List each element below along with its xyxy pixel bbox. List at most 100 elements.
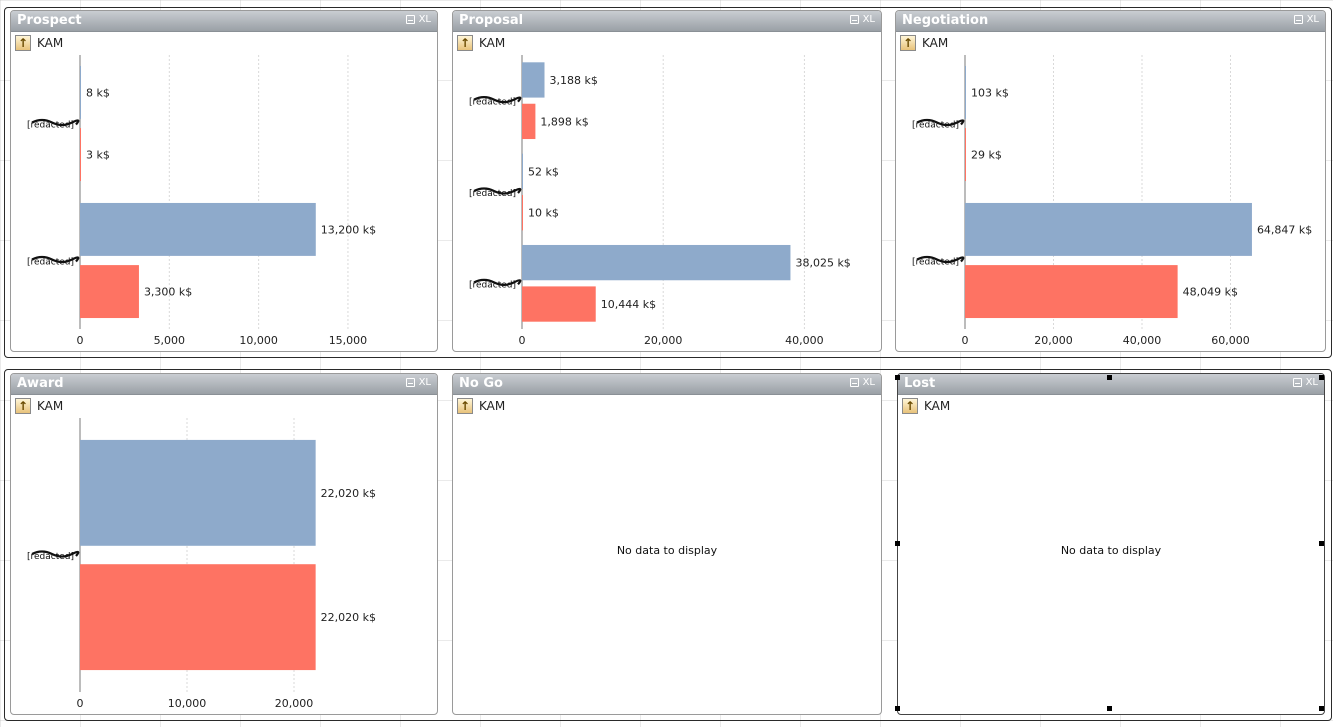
drill-dimension-label: KAM xyxy=(924,399,951,413)
bar[interactable] xyxy=(80,128,81,182)
bar[interactable] xyxy=(522,103,536,140)
bar-value-label: 22,020 k$ xyxy=(321,487,376,500)
x-tick-label: 20,000 xyxy=(275,697,314,710)
resize-handle-nw[interactable] xyxy=(895,375,900,380)
panel-tools: XL xyxy=(405,377,431,388)
panel-header: Negotiation XL xyxy=(896,11,1325,32)
bar[interactable] xyxy=(965,65,966,119)
x-tick-label: 10,000 xyxy=(168,697,207,710)
bar-value-label: 3,188 k$ xyxy=(550,74,598,87)
print-icon[interactable] xyxy=(1292,378,1302,387)
category-label: [redacted] xyxy=(912,121,959,131)
drill-dimension-label: KAM xyxy=(37,399,64,413)
drill-up-icon[interactable]: ↑ xyxy=(15,35,31,51)
send-to-excel-icon[interactable]: XL xyxy=(862,377,875,388)
redaction-scribble xyxy=(473,187,522,195)
no-data-message: No data to display xyxy=(616,544,718,557)
send-to-excel-icon[interactable]: XL xyxy=(418,377,431,388)
drill-up-row: ↑ KAM xyxy=(15,397,63,415)
resize-handle-sw[interactable] xyxy=(895,706,900,711)
bottom-group-box xyxy=(4,369,1332,721)
bar[interactable] xyxy=(522,62,545,98)
bar-value-label: 48,049 k$ xyxy=(1183,286,1238,299)
bar[interactable] xyxy=(522,195,523,231)
bar-value-label: 8 k$ xyxy=(86,86,110,99)
drill-up-row: ↑ KAM xyxy=(15,34,63,52)
redaction-scribble xyxy=(473,278,522,286)
panel-title: Lost xyxy=(904,376,936,391)
x-tick-label: 0 xyxy=(962,334,969,347)
resize-handle-e[interactable] xyxy=(1319,541,1324,546)
drill-dimension-label: KAM xyxy=(479,399,506,413)
chart-panel-lost[interactable]: Lost XL ↑ KAM No data to display xyxy=(897,373,1325,715)
redaction-scribble xyxy=(31,255,80,264)
drill-up-icon[interactable]: ↑ xyxy=(900,35,916,51)
x-tick-label: 60,000 xyxy=(1211,334,1250,347)
bar[interactable] xyxy=(965,128,966,182)
x-tick-label: 10,000 xyxy=(239,334,278,347)
redaction-scribble xyxy=(916,255,965,264)
bar[interactable] xyxy=(522,244,791,281)
resize-handle-n[interactable] xyxy=(1107,375,1112,380)
chart-panel-no-go[interactable]: No Go XL ↑ KAM No data to display xyxy=(452,373,882,715)
bar[interactable] xyxy=(80,265,139,319)
drill-up-row: ↑ KAM xyxy=(900,34,948,52)
bar[interactable] xyxy=(965,202,1252,256)
chart-panel-proposal[interactable]: Proposal XL ↑ KAM 0 20,000 40,000 [redacted… xyxy=(452,10,882,352)
panel-header: Prospect XL xyxy=(11,11,437,32)
print-icon[interactable] xyxy=(405,15,415,24)
redaction-scribble xyxy=(31,118,80,127)
x-tick-label: 40,000 xyxy=(785,334,824,347)
chart-panel-prospect[interactable]: Prospect XL ↑ KAM 0 5,000 10,000 15,000 [red… xyxy=(10,10,438,352)
bar-value-label: 29 k$ xyxy=(971,149,1002,162)
drill-up-row: ↑ KAM xyxy=(457,34,505,52)
redaction-scribble xyxy=(916,118,965,127)
resize-handle-ne[interactable] xyxy=(1319,375,1324,380)
x-tick-label: 20,000 xyxy=(644,334,683,347)
send-to-excel-icon[interactable]: XL xyxy=(1306,14,1319,25)
top-group-box xyxy=(4,7,1332,358)
category-label: [redacted] xyxy=(469,280,516,290)
bar-value-label: 13,200 k$ xyxy=(321,223,376,236)
category-label: [redacted] xyxy=(27,552,74,562)
chart-panel-award[interactable]: Award XL ↑ KAM 0 10,000 20,000 [redacted] 22… xyxy=(10,373,438,715)
panel-header: No Go XL xyxy=(453,374,881,395)
resize-handle-w[interactable] xyxy=(895,541,900,546)
x-tick-label: 0 xyxy=(77,697,84,710)
send-to-excel-icon[interactable]: XL xyxy=(1305,377,1318,388)
bar[interactable] xyxy=(80,202,316,256)
bar[interactable] xyxy=(522,153,523,189)
panel-title: Negotiation xyxy=(902,13,989,28)
drill-up-icon[interactable]: ↑ xyxy=(902,398,918,414)
x-tick-label: 40,000 xyxy=(1123,334,1162,347)
send-to-excel-icon[interactable]: XL xyxy=(862,14,875,25)
print-icon[interactable] xyxy=(849,378,859,387)
bar[interactable] xyxy=(522,286,596,322)
send-to-excel-icon[interactable]: XL xyxy=(418,14,431,25)
print-icon[interactable] xyxy=(1293,15,1303,24)
bar-value-label: 3 k$ xyxy=(86,149,110,162)
bar[interactable] xyxy=(80,564,316,671)
drill-up-icon[interactable]: ↑ xyxy=(457,398,473,414)
panel-tools: XL xyxy=(849,14,875,25)
bar[interactable] xyxy=(80,65,81,119)
chart-panel-negotiation[interactable]: Negotiation XL ↑ KAM 0 20,000 40,000 60,000… xyxy=(895,10,1326,352)
bar[interactable] xyxy=(80,439,316,546)
resize-handle-s[interactable] xyxy=(1107,706,1112,711)
no-data-message: No data to display xyxy=(1060,544,1162,557)
drill-up-icon[interactable]: ↑ xyxy=(15,398,31,414)
bar[interactable] xyxy=(965,265,1178,319)
category-label: [redacted] xyxy=(469,98,516,108)
bar-value-label: 38,025 k$ xyxy=(795,257,850,270)
bar-value-label: 1,898 k$ xyxy=(540,115,588,128)
print-icon[interactable] xyxy=(405,378,415,387)
print-icon[interactable] xyxy=(849,15,859,24)
bar-value-label: 10 k$ xyxy=(528,207,559,220)
panel-title: Proposal xyxy=(459,13,524,28)
drill-up-row: ↑ KAM xyxy=(457,397,505,415)
category-label: [redacted] xyxy=(912,258,959,268)
panel-title: No Go xyxy=(459,376,503,391)
drill-up-icon[interactable]: ↑ xyxy=(457,35,473,51)
resize-handle-se[interactable] xyxy=(1319,706,1324,711)
